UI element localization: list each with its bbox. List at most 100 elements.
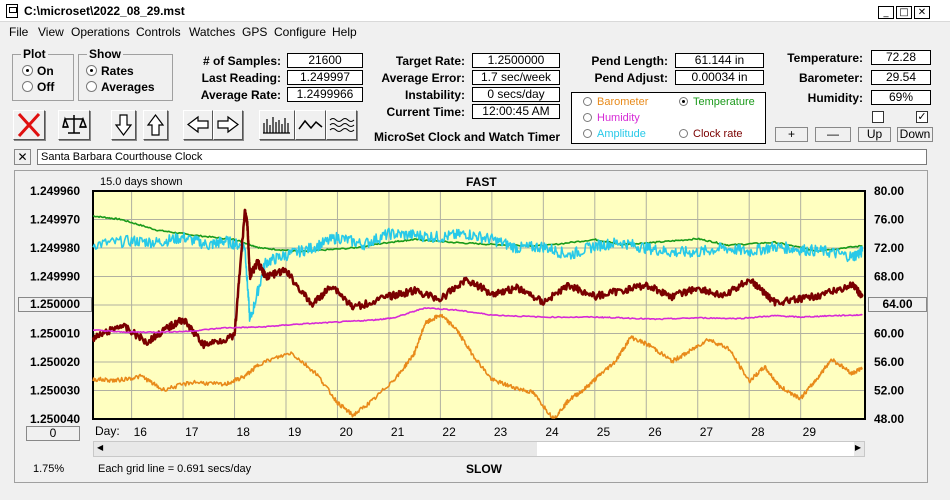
time-scrollbar[interactable]: ◀ ▶ [93,441,865,457]
radio-icon [679,129,688,138]
humidity-label: Humidity: [807,91,863,105]
temperature-value: 72.28 [871,50,931,65]
series-temperature [93,215,863,253]
center-rate-button[interactable]: 1.250000 [18,297,92,312]
down-button[interactable]: Down [897,127,933,142]
y-right-tick-label: 76.00 [874,213,904,227]
series-barometer [92,313,863,419]
day-axis-label: Day: [95,424,120,438]
menu-operations[interactable]: Operations [71,25,130,39]
menu-view[interactable]: View [38,25,64,39]
bar-graph-button[interactable] [259,110,295,140]
x-tick-label: 20 [339,425,353,439]
y-left-tick-label: 1.250040 [30,412,80,426]
show-rates-radio[interactable]: Rates [86,64,134,78]
series-clock-rate-radio[interactable]: Clock rate [679,128,743,140]
average-error-label: Average Error: [381,71,465,85]
checkbox-checked[interactable]: ✓ [916,111,928,123]
plot-on-radio[interactable]: On [22,64,54,78]
menu-configure[interactable]: Configure [274,25,327,39]
grid-note: Each grid line = 0.691 secs/day [98,463,252,475]
app-name: MicroSet Clock and Watch Timer [374,130,561,144]
scroll-thumb[interactable] [537,442,854,456]
series-humidity-radio[interactable]: Humidity [583,112,640,124]
barometer-value: 29.54 [871,70,931,85]
app-icon[interactable] [6,4,18,18]
days-shown-label: 15.0 days shown [100,176,183,188]
menu-watches[interactable]: Watches [189,25,236,39]
minimize-icon[interactable]: _ [878,6,894,19]
series-selector: Barometer Temperature Humidity Amplitude… [571,92,766,144]
x-tick-label: 21 [391,425,405,439]
x-tick-label: 27 [700,425,714,439]
x-tick-label: 18 [237,425,251,439]
radio-icon [86,81,97,92]
scroll-right-icon[interactable]: ▶ [854,443,861,452]
x-tick-label: 17 [185,425,199,439]
y-right-tick-label: 52.00 [874,384,904,398]
plot-off-radio[interactable]: Off [22,80,54,94]
x-tick-label: 23 [494,425,508,439]
series-amplitude-radio[interactable]: Amplitude [583,128,646,140]
current-time-value: 12:00:45 AM [472,104,560,119]
close-clock-button[interactable]: ✕ [14,149,31,165]
clear-button[interactable] [13,110,45,140]
x-tick-label: 16 [134,425,148,439]
instability-value: 0 secs/day [472,87,560,102]
y-left-tick-label: 1.249970 [30,213,80,227]
y-right-tick-label: 80.00 [874,184,904,198]
x-tick-label: 25 [597,425,611,439]
show-group: Show [78,47,173,101]
offset-zero-button[interactable]: 0 [26,426,80,441]
x-tick-label: 19 [288,425,302,439]
series-barometer-radio[interactable]: Barometer [583,96,648,108]
last-reading-label: Last Reading: [201,71,281,85]
pend-length-value: 61.144 in [675,53,764,68]
arrow-up-icon [146,114,165,136]
show-group-legend: Show [89,47,121,61]
x-tick-label: 28 [751,425,765,439]
average-rate-value: 1.2499966 [287,87,363,102]
left-arrow-button[interactable] [183,110,213,140]
multi-wave-button[interactable] [326,110,357,140]
humidity-value: 69% [871,90,931,105]
close-icon[interactable]: ✕ [914,6,930,19]
wave-button[interactable] [295,110,326,140]
radio-icon [22,81,33,92]
checkbox-unchecked[interactable] [872,111,884,123]
scroll-left-icon[interactable]: ◀ [97,443,104,452]
radio-icon [583,97,592,106]
series-clock-rate [91,208,864,350]
y-left-tick-label: 1.250020 [30,355,80,369]
fast-label: FAST [466,175,497,189]
samples-value: 21600 [287,53,363,68]
up-button[interactable]: Up [858,127,891,142]
menu-controls[interactable]: Controls [136,25,181,39]
menu-gps[interactable]: GPS [242,25,268,39]
minus-button[interactable]: — [815,127,851,142]
y-right-tick-label: 60.00 [874,327,904,341]
menu-help[interactable]: Help [332,25,357,39]
right-arrow-button[interactable] [213,110,243,140]
arrow-left-icon [187,115,209,134]
center-right-axis-button[interactable]: 64.00 [868,297,927,312]
show-averages-radio[interactable]: Averages [86,80,155,94]
maximize-icon[interactable]: □ [896,6,912,19]
scale-percent: 1.75% [33,463,65,475]
red-x-icon [17,112,41,138]
slow-label: SLOW [466,462,502,476]
pend-adjust-label: Pend Adjust: [594,71,668,85]
down-arrow-button[interactable] [111,110,136,140]
series-humidity [92,307,863,334]
samples-label: # of Samples: [202,54,281,68]
plus-button[interactable]: + [775,127,808,142]
average-rate-label: Average Rate: [200,88,281,102]
up-arrow-button[interactable] [143,110,168,140]
y-left-tick-label: 1.250010 [30,327,80,341]
current-time-label: Current Time: [386,105,465,119]
balance-button[interactable] [58,110,90,140]
series-temperature-radio[interactable]: Temperature [679,96,755,108]
clock-name-field[interactable]: Santa Barbara Courthouse Clock [37,149,927,165]
arrow-down-icon [114,114,133,136]
menu-file[interactable]: File [9,25,29,39]
